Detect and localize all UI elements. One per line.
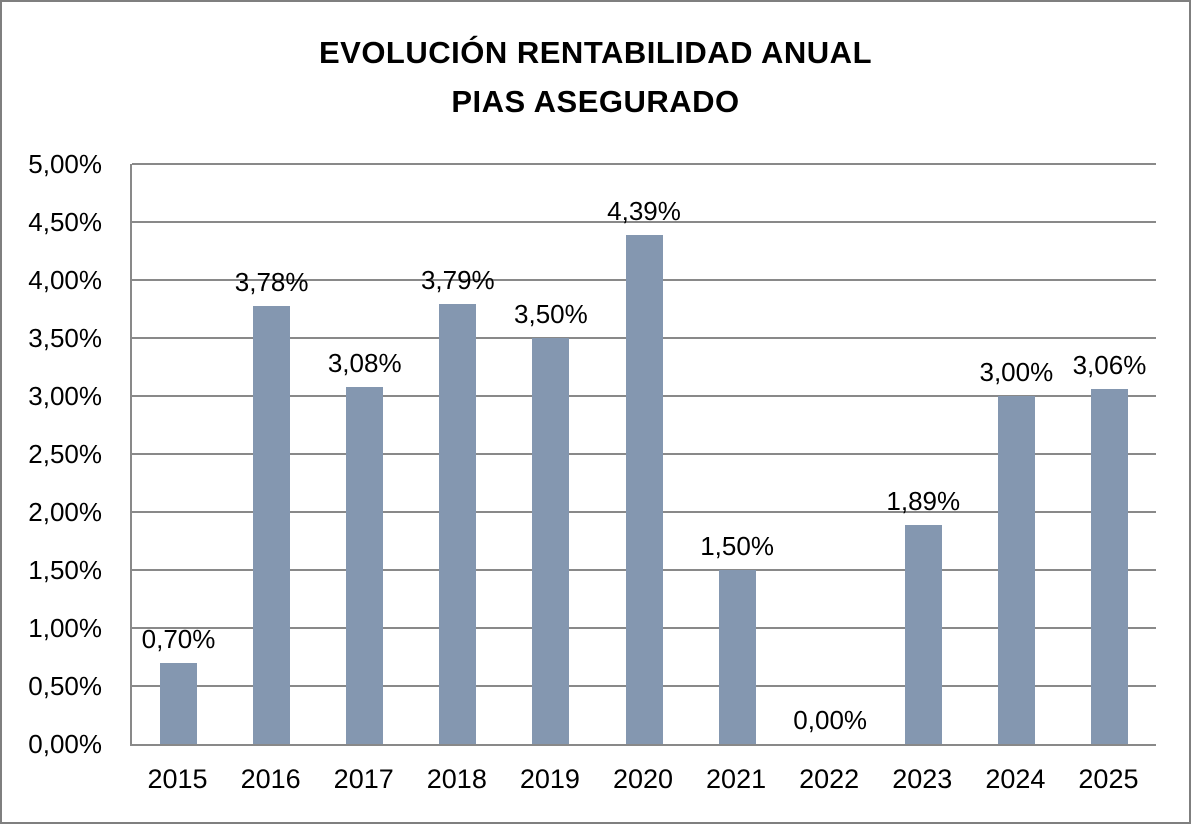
data-label-2023: 1,89% — [886, 485, 961, 516]
data-label-2021: 1,50% — [700, 531, 774, 561]
x-tick-label-2025: 2025 — [1078, 764, 1139, 794]
y-tick-label: 2,00% — [28, 497, 102, 527]
x-tick-label-2021: 2021 — [706, 764, 767, 794]
x-tick-label-2017: 2017 — [333, 764, 394, 794]
bar-2017 — [346, 386, 384, 744]
chart-title-line-1: EVOLUCIÓN RENTABILIDAD ANUAL — [318, 35, 873, 70]
bar-2025 — [1090, 389, 1128, 744]
y-tick-label: 4,00% — [28, 265, 102, 295]
data-label-2020: 4,39% — [607, 195, 681, 226]
y-tick-label: 2,50% — [28, 439, 102, 469]
y-tick-label: 0,00% — [28, 729, 102, 759]
y-tick-label: 1,50% — [28, 555, 102, 585]
bar-2018 — [439, 304, 477, 744]
y-axis: 0,00% 0,50% 1,00% 1,50% 2,00% 2,50% 3,00% 3,50%… — [2, 2, 102, 822]
y-tick-label: 3,50% — [28, 323, 102, 353]
data-label-2017: 3,08% — [327, 347, 402, 378]
chart-title-line-2: PIAS ASEGURADO — [451, 84, 740, 119]
bar-2020 — [625, 234, 663, 744]
x-tick-label-2019: 2019 — [519, 764, 580, 794]
data-label-2016: 3,78% — [234, 266, 309, 297]
data-label-2019: 3,50% — [514, 299, 588, 329]
data-label-2024: 3,00% — [979, 357, 1054, 387]
data-label-2015: 0,70% — [141, 623, 216, 654]
x-tick-label-2020: 2020 — [612, 764, 674, 794]
data-label-2018: 3,79% — [420, 265, 495, 296]
plot-area: 0,70% 3,78% 3,08% 3,79% 3,50% 4,39% 1,50% 0,00%… — [130, 163, 1156, 746]
y-tick-label: 3,00% — [28, 381, 102, 411]
x-tick-label-2016: 2016 — [240, 764, 301, 794]
bar-2023 — [904, 524, 942, 744]
x-axis: 2015 2016 2017 2018 2019 2020 2021 2022 2023 2024… — [130, 762, 1156, 802]
y-tick-label: 0,50% — [28, 671, 102, 701]
y-tick-label: 1,00% — [28, 613, 102, 643]
bar-2019 — [532, 338, 570, 744]
x-tick-label-2024: 2024 — [985, 764, 1046, 794]
data-label-2025: 3,06% — [1072, 350, 1147, 381]
bar-2015 — [160, 662, 198, 744]
y-tick-label: 5,00% — [28, 149, 102, 179]
data-label-2022: 0,00% — [793, 705, 868, 735]
x-tick-label-2015: 2015 — [147, 764, 208, 794]
x-tick-label-2018: 2018 — [426, 764, 487, 794]
chart-title: EVOLUCIÓN RENTABILIDAD ANUAL PIAS ASEGUR… — [2, 28, 1189, 126]
gridline — [132, 221, 1156, 223]
bar-2021 — [718, 570, 756, 744]
x-tick-label-2023: 2023 — [892, 764, 953, 794]
x-tick-label-2022: 2022 — [799, 764, 860, 794]
bar-2024 — [997, 396, 1035, 744]
y-tick-label: 4,50% — [28, 207, 102, 237]
bar-2016 — [253, 305, 291, 744]
gridline — [132, 163, 1156, 165]
